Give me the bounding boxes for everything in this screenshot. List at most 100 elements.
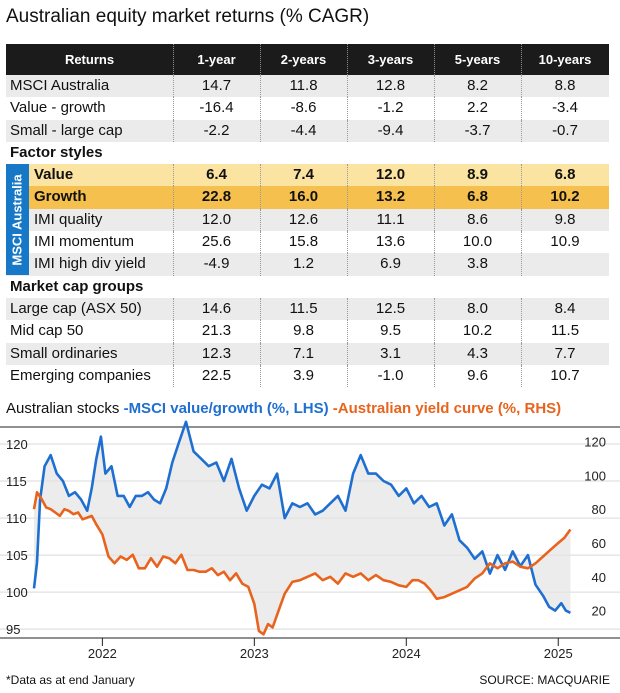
table-cell: 3.9 bbox=[293, 366, 314, 384]
table-cell: 10.0 bbox=[462, 233, 493, 251]
y-tick-label-left: 100 bbox=[6, 585, 28, 600]
table-cell: 9.5 bbox=[380, 322, 401, 340]
column-divider bbox=[173, 297, 174, 321]
column-divider bbox=[173, 164, 174, 187]
column-divider bbox=[173, 186, 174, 209]
row-label: Value - growth bbox=[10, 99, 106, 117]
column-divider bbox=[521, 97, 522, 120]
footnote: *Data as at end January bbox=[6, 673, 135, 687]
table-cell: -3.4 bbox=[552, 99, 578, 117]
y-tick-label-left: 110 bbox=[6, 511, 27, 526]
column-divider bbox=[260, 297, 261, 321]
table-cell: 6.8 bbox=[467, 188, 488, 206]
table-cell: 8.2 bbox=[467, 77, 488, 94]
chart-title-text: Australian stocks bbox=[6, 400, 120, 417]
table-cell: 21.3 bbox=[201, 322, 232, 340]
table-cell: 8.4 bbox=[554, 299, 576, 317]
y-tick-label-left: 95 bbox=[6, 622, 20, 637]
column-divider bbox=[260, 119, 261, 142]
row-label: IMI high div yield bbox=[34, 255, 146, 273]
table-cell: 22.5 bbox=[201, 366, 232, 384]
header-returns: Returns bbox=[64, 52, 115, 67]
column-divider bbox=[434, 75, 435, 98]
table-cell: 15.8 bbox=[288, 233, 319, 251]
column-divider bbox=[173, 342, 174, 365]
column-divider bbox=[260, 44, 261, 75]
legend-yield: Australian yield curve (%, RHS) bbox=[337, 400, 562, 417]
table-cell: 4.3 bbox=[467, 344, 488, 362]
table-row: Value - growth -16.4 -8.6 -1.2 2.2 -3.4 bbox=[6, 97, 609, 120]
y-tick-label-right: 120 bbox=[584, 435, 606, 450]
column-divider bbox=[434, 342, 435, 365]
x-tick-label: 2025 bbox=[544, 646, 573, 661]
column-divider bbox=[434, 297, 435, 321]
y-tick-label-right: 60 bbox=[592, 536, 606, 551]
table-cell: 6.8 bbox=[554, 166, 576, 184]
table-cell: 11.5 bbox=[550, 322, 580, 340]
column-divider bbox=[347, 364, 348, 388]
table-cell: 12.0 bbox=[375, 166, 406, 184]
column-divider bbox=[521, 253, 522, 276]
column-divider bbox=[521, 231, 522, 254]
column-divider bbox=[521, 342, 522, 365]
table-cell: 7.4 bbox=[293, 166, 314, 184]
area-between-series bbox=[34, 421, 571, 635]
x-tick-label: 2022 bbox=[88, 646, 117, 661]
table-cell: 13.6 bbox=[375, 233, 406, 251]
legend-dash-orange: - bbox=[332, 400, 338, 417]
column-divider bbox=[173, 119, 174, 142]
table-cell: 13.2 bbox=[375, 188, 406, 206]
table-cell: 9.8 bbox=[554, 210, 576, 228]
table-cell: 7.7 bbox=[554, 344, 576, 362]
column-divider bbox=[173, 320, 174, 343]
page-title: Australian equity market returns (% CAGR… bbox=[6, 6, 370, 27]
row-label: Emerging companies bbox=[10, 366, 151, 384]
table-cell: 9.8 bbox=[293, 322, 314, 340]
table-cell: 16.0 bbox=[288, 188, 319, 206]
column-divider bbox=[173, 75, 174, 98]
column-divider bbox=[173, 208, 174, 232]
row-label: Mid cap 50 bbox=[10, 322, 84, 340]
column-divider bbox=[521, 297, 522, 321]
table-row: MSCI Australia 14.7 11.8 12.8 8.2 8.8 bbox=[6, 75, 609, 98]
table-cell: 6.9 bbox=[380, 255, 401, 273]
column-divider bbox=[260, 164, 261, 187]
column-divider bbox=[434, 186, 435, 209]
table-cell: 11.8 bbox=[289, 77, 318, 94]
series-msci-line bbox=[32, 420, 571, 614]
table-cell: 8.0 bbox=[467, 299, 488, 317]
table-cell: -0.7 bbox=[552, 121, 578, 139]
column-divider bbox=[434, 253, 435, 276]
table-cell: 12.5 bbox=[375, 299, 406, 317]
column-divider bbox=[434, 164, 435, 187]
table-cell: 8.9 bbox=[467, 166, 488, 184]
column-divider bbox=[521, 186, 522, 209]
column-divider bbox=[347, 297, 348, 321]
source-note: SOURCE: MACQUARIE bbox=[479, 673, 610, 687]
table-cell: 9.6 bbox=[467, 366, 488, 384]
y-tick-label-left: 115 bbox=[6, 474, 27, 489]
table-row: Small ordinaries 12.3 7.1 3.1 4.3 7.7 bbox=[6, 342, 609, 365]
header-2-years: 2-years bbox=[280, 52, 327, 67]
column-divider bbox=[173, 253, 174, 276]
table-cell: 8.8 bbox=[554, 77, 576, 94]
table-cell: 11.1 bbox=[376, 210, 405, 228]
column-divider bbox=[521, 320, 522, 343]
table-cell: 10.7 bbox=[550, 366, 580, 384]
legend-dash-blue: - bbox=[123, 400, 129, 417]
returns-table: Returns 1-year 2-years 3-years 5-years 1… bbox=[6, 44, 609, 388]
y-tick-label-right: 100 bbox=[584, 468, 606, 483]
table-cell: 1.2 bbox=[293, 255, 314, 273]
table-cell: -1.0 bbox=[377, 366, 404, 384]
column-divider bbox=[260, 342, 261, 365]
table-body: MSCI Australia 14.7 11.8 12.8 8.2 8.8 Value - … bbox=[6, 75, 609, 388]
table-cell: 3.1 bbox=[380, 344, 401, 362]
column-divider bbox=[521, 119, 522, 142]
column-divider bbox=[347, 44, 348, 75]
table-cell: 10.2 bbox=[462, 322, 493, 340]
table-row: Large cap (ASX 50) 14.6 11.5 12.5 8.0 8.4 bbox=[6, 297, 609, 321]
column-divider bbox=[434, 97, 435, 120]
column-divider bbox=[347, 164, 348, 187]
table-header: Returns 1-year 2-years 3-years 5-years 1… bbox=[6, 44, 609, 75]
table-cell: -4.9 bbox=[203, 255, 230, 273]
